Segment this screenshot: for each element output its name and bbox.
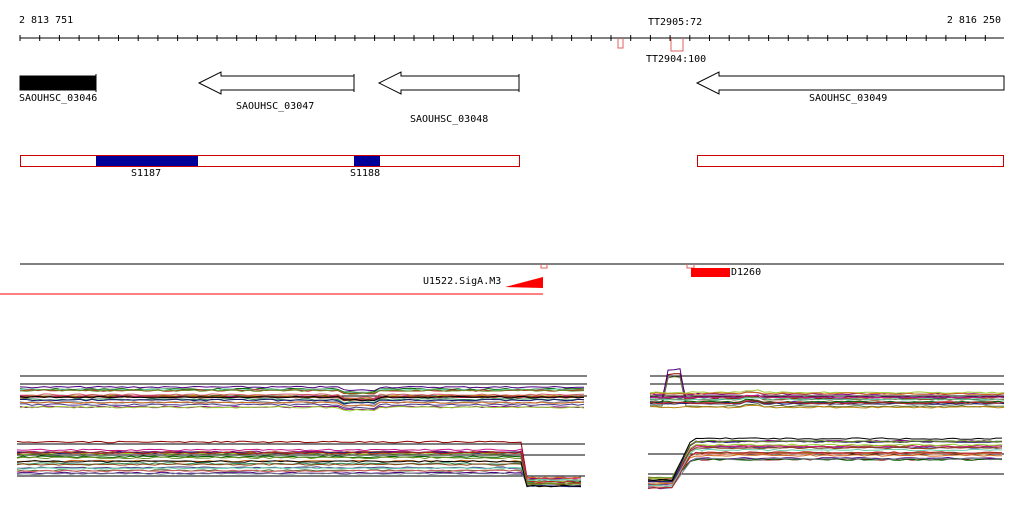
genes-track: SAOUHSC_03046 SAOUHSC_03047 SAOUHSC_0304… [19,71,1005,125]
expression-trace [649,397,1005,401]
promoter-wedge-u1522[interactable] [505,277,543,288]
expression-panel-top-right [649,368,1005,409]
segment-label-s1188: S1188 [350,168,380,179]
expression-trace [20,398,585,405]
expression-trace [19,389,585,395]
promoter-d1260[interactable] [691,268,730,277]
gene-saouhsc-03049[interactable]: SAOUHSC_03049 [695,71,1005,104]
segments-track: S1187 S1188 [20,155,1004,179]
gene-label: SAOUHSC_03047 [236,101,314,112]
expression-trace [647,458,1003,482]
expression-trace [19,405,585,411]
expression-trace [647,451,1003,490]
expression-trace [16,451,582,484]
expression-trace [19,385,584,392]
segment-label-s1187: S1187 [131,168,161,179]
expression-trace [647,452,1003,480]
promoters-track: U1522.SigA.M3 D1260 [0,263,1004,295]
expression-trace [16,456,582,486]
terminator-mark-tt2905[interactable] [617,38,624,49]
expression-trace [647,451,1003,486]
panel-traces [647,437,1003,490]
expression-trace [647,454,1003,485]
segment-region-right[interactable] [697,155,1004,167]
ruler-ticks [19,35,986,41]
terminator-label-tt2904: TT2904:100 [646,54,706,65]
expression-trace [649,389,1005,394]
panel-traces [16,440,582,488]
terminator-label-tt2905: TT2905:72 [648,17,702,28]
expression-trace [19,395,585,402]
expression-trace [16,460,582,488]
gene-arrow [377,71,520,95]
panel-traces [649,368,1005,409]
expression-trace [16,469,582,482]
expression-trace [647,444,1003,483]
segment-s1187[interactable] [96,156,198,166]
expression-trace [16,469,582,482]
expression-panel-bottom-left [16,440,585,488]
gene-label: SAOUHSC_03049 [809,93,887,104]
end-coordinate: 2 816 250 [947,15,1001,26]
expression-trace [647,448,1003,488]
segment-region-left[interactable] [20,155,520,167]
promoter-tick-d1260 [686,264,695,269]
gene-saouhsc-03047[interactable]: SAOUHSC_03047 [197,71,355,112]
expression-trace [647,458,1003,480]
expression-trace [647,446,1003,482]
expression-trace [20,403,585,410]
expression-trace [648,456,1003,483]
expression-trace [649,391,1005,396]
start-coordinate: 2 813 751 [19,15,73,26]
promoter-tick-u1522 [540,264,548,269]
panel-traces [19,385,585,412]
promoter-label-d1260: D1260 [731,267,761,278]
coordinate-ruler: 2 813 751 2 816 250 [19,15,1004,41]
expression-trace [647,457,1002,489]
expression-trace [647,437,1002,482]
gene-label: SAOUHSC_03048 [410,114,488,125]
expression-trace [649,404,1005,409]
expression-panel-bottom-right [647,437,1004,490]
expression-trace [648,439,1003,479]
expression-trace [16,466,582,481]
terminators-track: TT2905:72 TT2904:100 [617,17,706,65]
expression-trace [16,463,582,485]
gene-saouhsc-03046[interactable]: SAOUHSC_03046 [19,74,97,104]
gene-arrow [197,71,355,95]
expression-trace [16,440,582,480]
expression-trace [19,405,585,412]
promoter-label-u1522: U1522.SigA.M3 [423,276,501,287]
expression-trace [647,443,1003,480]
expression-trace [19,393,585,400]
terminator-mark-tt2904[interactable] [670,38,684,52]
expression-panel-top-left [19,375,587,412]
gene-label: SAOUHSC_03046 [19,93,97,104]
expression-trace [16,472,581,482]
expression-trace [16,448,582,480]
expression-trace [649,400,1005,405]
gene-arrow [695,71,1005,95]
gene-saouhsc-03048[interactable]: SAOUHSC_03048 [377,71,520,125]
gene-body [19,75,97,91]
expression-trace [19,401,585,407]
expression-trace [649,394,1005,399]
expression-profiles [16,368,1005,490]
segment-s1188[interactable] [354,156,380,166]
expression-trace [647,445,1003,487]
expression-trace [19,387,585,393]
